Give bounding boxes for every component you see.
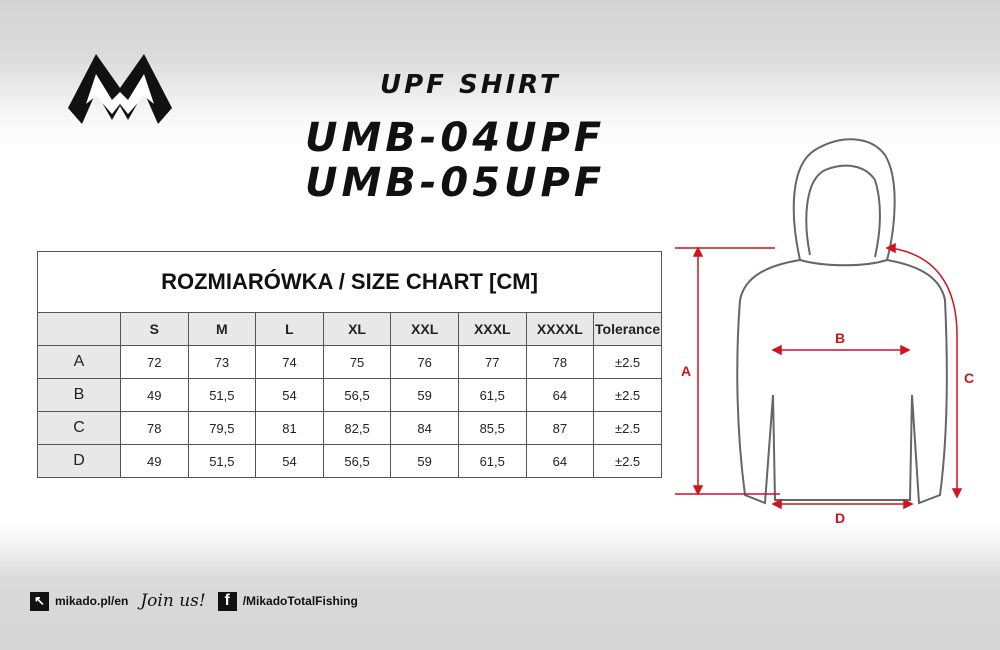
model-code: UMB-05UPF <box>305 160 606 206</box>
column-header <box>37 312 121 346</box>
table-cell: 78 <box>119 411 189 445</box>
table-cell: 59 <box>390 444 459 478</box>
table-cell: 54 <box>255 378 324 412</box>
footer: ↖ mikado.pl/en Join us! f /MikadoTotalFi… <box>30 591 358 611</box>
table-title: ROZMIARÓWKA / SIZE CHART [CM] <box>37 251 662 313</box>
table-cell: 73 <box>187 345 257 379</box>
table-cell: 56,5 <box>322 378 392 412</box>
model-code: UMB-04UPF <box>305 115 606 161</box>
size-chart-table: ROZMIARÓWKA / SIZE CHART [CM] S M L XL X… <box>37 251 662 478</box>
table-cell: ±2.5 <box>593 345 662 379</box>
table-cell: 75 <box>322 345 392 379</box>
table-row: A 72 73 74 75 76 77 78 ±2.5 <box>37 345 662 379</box>
mikado-logo <box>68 54 172 124</box>
column-header: XXXL <box>457 312 527 346</box>
table-cell: 87 <box>525 411 595 445</box>
column-header: M <box>187 312 257 346</box>
row-label: A <box>37 345 121 379</box>
table-cell: 61,5 <box>457 444 527 478</box>
table-cell: 51,5 <box>187 378 257 412</box>
table-cell: 54 <box>255 444 324 478</box>
table-cell: 49 <box>119 444 189 478</box>
table-cell: ±2.5 <box>593 444 662 478</box>
table-cell: 59 <box>390 378 459 412</box>
table-cell: 49 <box>119 378 189 412</box>
hood-outline <box>792 138 896 261</box>
row-label: C <box>37 411 121 445</box>
table-cell: 64 <box>525 444 595 478</box>
table-cell: 79,5 <box>187 411 257 445</box>
table-cell: 81 <box>255 411 324 445</box>
website-link[interactable]: mikado.pl/en <box>55 594 129 608</box>
column-header: XXL <box>390 312 459 346</box>
table-cell: 82,5 <box>322 411 392 445</box>
table-cell: ±2.5 <box>593 378 662 412</box>
dimension-label-b: B <box>835 330 845 346</box>
dimension-label-d: D <box>835 510 845 525</box>
table-row: B 49 51,5 54 56,5 59 61,5 64 ±2.5 <box>37 378 662 412</box>
background-top <box>0 0 1000 150</box>
table-cell: 74 <box>255 345 324 379</box>
dimension-label-c: C <box>964 370 974 386</box>
table-cell: 85,5 <box>457 411 527 445</box>
row-label: B <box>37 378 121 412</box>
column-header: XXXXL <box>525 312 595 346</box>
row-label: D <box>37 444 121 478</box>
join-us-text: Join us! <box>140 591 206 611</box>
column-header: L <box>255 312 324 346</box>
table-row: D 49 51,5 54 56,5 59 61,5 64 ±2.5 <box>37 444 662 478</box>
table-row: C 78 79,5 81 82,5 84 85,5 87 ±2.5 <box>37 411 662 445</box>
table-cell: 76 <box>390 345 459 379</box>
column-header: Tolerance <box>593 312 662 346</box>
facebook-link[interactable]: /MikadoTotalFishing <box>242 594 358 608</box>
table-cell: 51,5 <box>187 444 257 478</box>
table-cell: ±2.5 <box>593 411 662 445</box>
column-header: XL <box>322 312 392 346</box>
background-bottom <box>0 520 1000 650</box>
table-cell: 84 <box>390 411 459 445</box>
table-cell: 77 <box>457 345 527 379</box>
table-header-row: S M L XL XXL XXXL XXXXL Tolerance <box>37 312 662 346</box>
column-header: S <box>119 312 189 346</box>
table-cell: 64 <box>525 378 595 412</box>
table-cell: 56,5 <box>322 444 392 478</box>
body-outline <box>736 258 948 505</box>
product-subtitle: UPF SHIRT <box>380 70 561 100</box>
cursor-icon: ↖ <box>30 591 49 611</box>
hoodie-diagram: A B C D <box>675 138 974 525</box>
hood-inner <box>805 164 881 258</box>
facebook-icon[interactable]: f <box>217 591 237 611</box>
table-cell: 78 <box>525 345 595 379</box>
dimension-label-a: A <box>681 363 691 379</box>
table-cell: 61,5 <box>457 378 527 412</box>
table-cell: 72 <box>119 345 189 379</box>
